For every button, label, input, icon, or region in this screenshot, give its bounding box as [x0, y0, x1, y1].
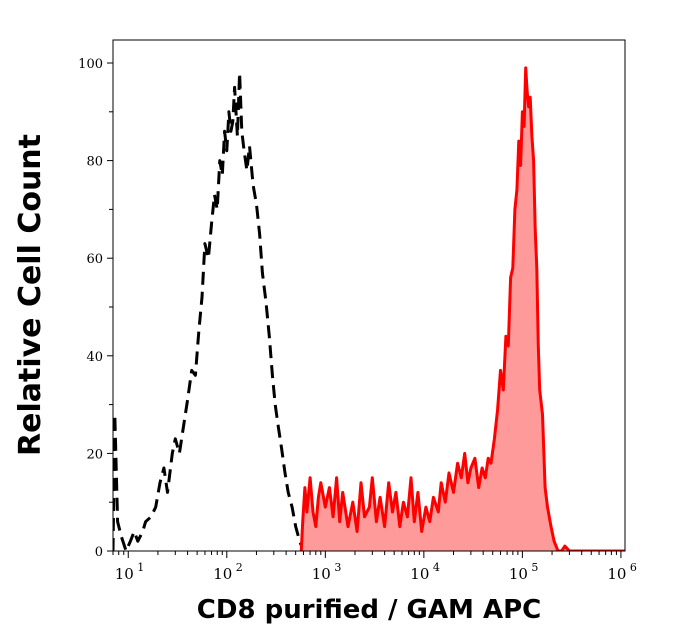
x-tick-label: 10 1 [115, 561, 145, 583]
plot-area [113, 66, 625, 551]
x-axis-label: CD8 purified / GAM APC [197, 595, 541, 625]
x-tick-label-exponent: 2 [236, 561, 243, 574]
y-tick-label: 80 [86, 155, 103, 170]
y-tick-label: 40 [86, 350, 103, 365]
x-tick-label-exponent: 5 [531, 561, 538, 574]
x-tick-label-base: 10 [213, 565, 232, 583]
x-tick-label: 10 5 [509, 561, 539, 583]
series-2 [299, 66, 625, 551]
x-tick-label-base: 10 [509, 565, 528, 583]
x-tick-label: 10 4 [410, 561, 440, 583]
x-tick-label-base: 10 [410, 565, 429, 583]
x-tick-label-exponent: 4 [433, 561, 440, 574]
x-tick-label-base: 10 [115, 565, 134, 583]
series-1-line [113, 71, 305, 551]
y-tick-label: 20 [86, 447, 103, 462]
x-tick-label-base: 10 [312, 565, 331, 583]
series-2-area [301, 67, 625, 551]
y-tick-label: 0 [95, 545, 103, 560]
x-tick-label-exponent: 1 [137, 561, 144, 574]
x-tick-label-base: 10 [607, 565, 626, 583]
x-tick-label: 10 6 [607, 561, 637, 583]
x-tick-label-exponent: 3 [334, 561, 341, 574]
y-tick-label: 100 [78, 57, 103, 72]
plot-frame [112, 39, 626, 552]
y-tick-label: 60 [86, 252, 103, 267]
series-2-line [299, 66, 625, 551]
x-tick-label-exponent: 6 [630, 561, 637, 574]
x-tick-label: 10 3 [312, 561, 342, 583]
y-axis-label: Relative Cell Count [13, 134, 48, 456]
series-1 [113, 71, 305, 551]
x-tick-label: 10 2 [213, 561, 243, 583]
